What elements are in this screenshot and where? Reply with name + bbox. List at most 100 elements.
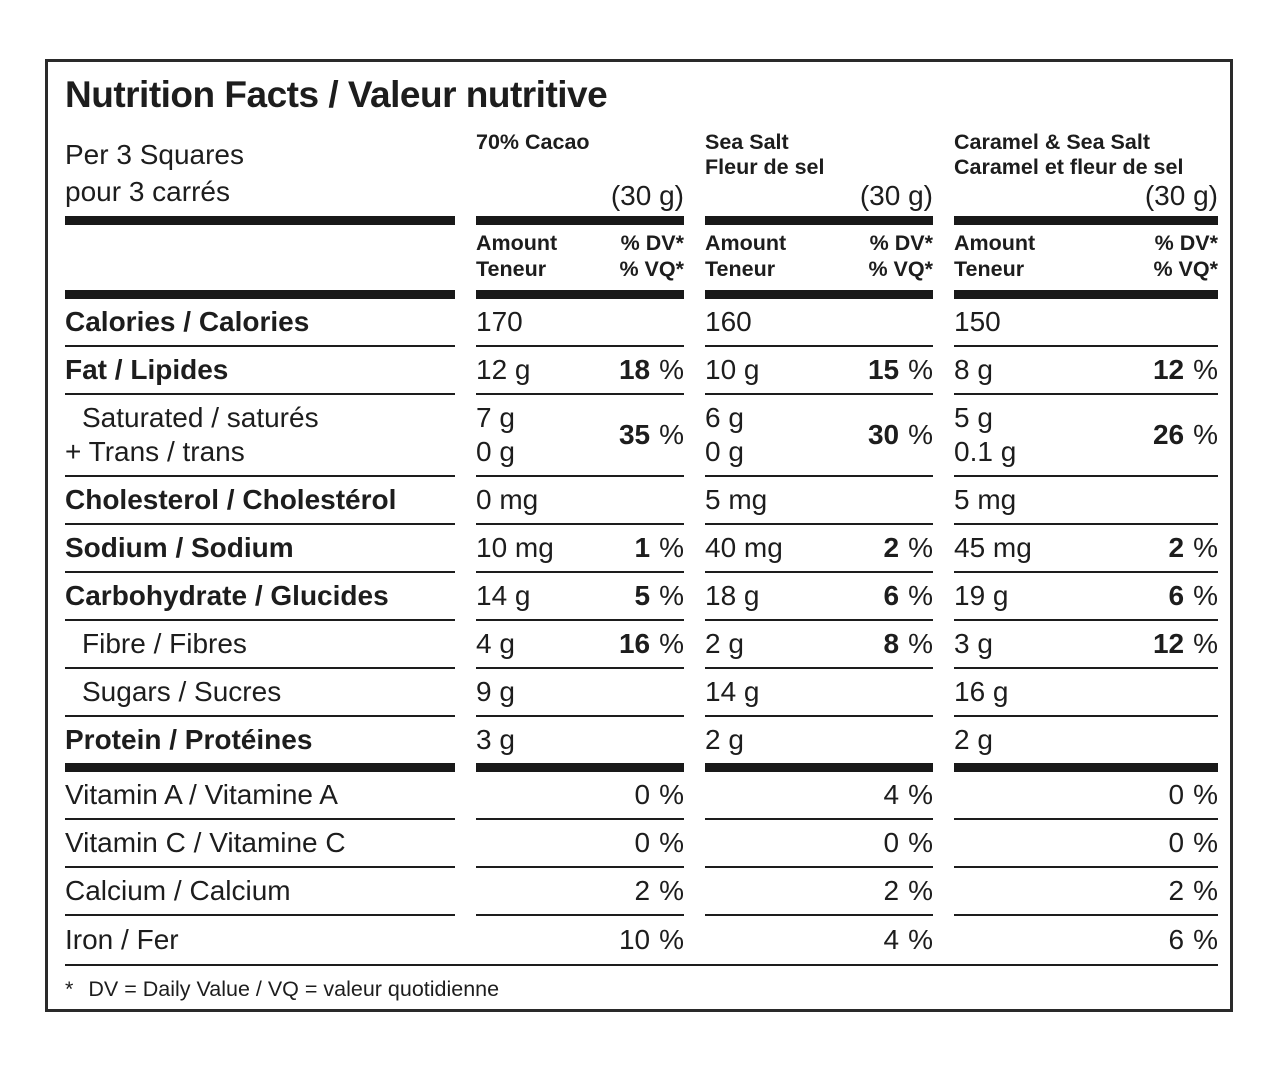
dv-number: 0	[883, 826, 900, 858]
daily-value: 2%	[1169, 874, 1218, 908]
daily-value: 4%	[884, 923, 933, 957]
trans-label: + Trans / trans	[65, 435, 245, 467]
divider-bar	[65, 215, 455, 225]
percent-sign: %	[908, 826, 933, 858]
dv-header-label: % DV* % VQ*	[868, 230, 933, 282]
nutrition-facts-label: Nutrition Facts / Valeur nutritive Per 3…	[45, 59, 1233, 1012]
daily-value: 6%	[1169, 579, 1218, 613]
divider-bar	[65, 289, 455, 299]
amount-value: 8 g	[954, 353, 993, 385]
percent-sign: %	[1193, 627, 1218, 659]
percent-sign: %	[659, 531, 684, 563]
divider-bar	[705, 289, 933, 299]
amount-value: 4 g	[476, 627, 515, 659]
percent-sign: %	[1193, 353, 1218, 385]
daily-value: 2%	[1169, 531, 1218, 565]
serving-weight: (30 g)	[610, 179, 684, 211]
footnote-text: DV = Daily Value / VQ = valeur quotidien…	[88, 977, 500, 1002]
vitamin-c-dv-cacao: 0%	[476, 820, 684, 868]
percent-sign: %	[659, 778, 684, 810]
footnote-asterisk: *	[65, 977, 74, 1002]
divider-bar	[476, 762, 684, 772]
trans-amount: 0 g	[476, 435, 515, 467]
percent-sign: %	[908, 874, 933, 906]
amount-value: 5 g 0.1 g	[954, 401, 1016, 469]
amount-value: 170	[476, 305, 523, 337]
dv-number: 6	[1168, 579, 1185, 611]
serving-weight: (30 g)	[1144, 179, 1218, 211]
percent-sign: %	[908, 531, 933, 563]
dv-number: 2	[883, 874, 900, 906]
amount-fr: Teneur	[954, 256, 1025, 281]
dv-number: 4	[883, 778, 900, 810]
daily-value: 12%	[1153, 627, 1218, 661]
cholesterol-label: Cholesterol / Cholestérol	[65, 477, 455, 525]
footnote: * DV = Daily Value / VQ = valeur quotidi…	[65, 966, 1218, 1012]
amount-en: Amount	[476, 230, 558, 255]
calories-amount-cacao: 170	[476, 299, 684, 347]
amount-value: 12 g	[476, 353, 531, 385]
amount-value: 2 g	[954, 723, 993, 755]
dv-number: 1	[634, 531, 651, 563]
dv-fr: % VQ*	[1153, 256, 1218, 281]
amount-value: 45 mg	[954, 531, 1032, 563]
amount-fr: Teneur	[476, 256, 547, 281]
calcium-dv-caramel: 2%	[954, 868, 1218, 916]
sugars-label: Sugars / Sucres	[65, 669, 455, 717]
dv-number: 15	[867, 353, 900, 385]
fat-label: Fat / Lipides	[65, 347, 455, 395]
iron-label: Iron / Fer	[65, 923, 179, 955]
percent-sign: %	[1193, 874, 1218, 906]
amount-en: Amount	[705, 230, 787, 255]
daily-value: 5%	[635, 579, 684, 613]
amount-value: 19 g	[954, 579, 1009, 611]
percent-sign: %	[1193, 923, 1218, 955]
dv-en: % DV*	[1154, 230, 1218, 255]
percent-sign: %	[659, 923, 684, 955]
fat-amount-caramel: 8 g 12%	[954, 347, 1218, 395]
percent-sign: %	[908, 579, 933, 611]
divider-bar	[705, 215, 933, 225]
amount-value: 3 g	[476, 723, 515, 755]
vitamin-a-dv-seasalt: 4%	[705, 772, 933, 820]
trans-amount: 0 g	[705, 435, 744, 467]
percent-sign: %	[908, 778, 933, 810]
percent-sign: %	[1193, 418, 1218, 450]
percent-sign: %	[1193, 826, 1218, 858]
divider-bar	[476, 289, 684, 299]
dv-fr: % VQ*	[619, 256, 684, 281]
amount-value: 3 g	[954, 627, 993, 659]
percent-sign: %	[659, 579, 684, 611]
iron-dv-caramel: 6%	[954, 916, 1218, 964]
calories-amount-caramel: 150	[954, 299, 1218, 347]
percent-sign: %	[1193, 778, 1218, 810]
dv-number: 4	[883, 923, 900, 955]
daily-value: 35%	[619, 418, 684, 452]
percent-sign: %	[659, 418, 684, 450]
percent-sign: %	[659, 627, 684, 659]
dv-number: 2	[634, 874, 651, 906]
percent-sign: %	[1193, 531, 1218, 563]
dv-en: % DV*	[620, 230, 684, 255]
dv-number: 8	[883, 627, 900, 659]
daily-value: 10%	[619, 923, 684, 957]
amount-header-70-cacao: Amount Teneur % DV* % VQ*	[476, 225, 684, 290]
variant-name-en: 70% Cacao	[476, 129, 590, 154]
saturated-trans-label: Saturated / saturés + Trans / trans	[65, 395, 455, 477]
daily-value: 16%	[619, 627, 684, 661]
amount-value: 2 g	[705, 627, 744, 659]
sodium-label: Sodium / Sodium	[65, 525, 455, 573]
label-title: Nutrition Facts / Valeur nutritive	[65, 74, 608, 115]
saturated-label: Saturated / saturés	[82, 401, 319, 433]
vitamin-c-dv-seasalt: 0%	[705, 820, 933, 868]
dv-number: 26	[1152, 418, 1185, 450]
amount-header-spacer	[65, 225, 455, 290]
sugars-amount-seasalt: 14 g	[705, 669, 933, 717]
dv-fr: % VQ*	[868, 256, 933, 281]
dv-number: 0	[634, 778, 651, 810]
dv-number: 2	[883, 531, 900, 563]
percent-sign: %	[659, 874, 684, 906]
variant-name-fr: Caramel et fleur de sel	[954, 154, 1184, 179]
